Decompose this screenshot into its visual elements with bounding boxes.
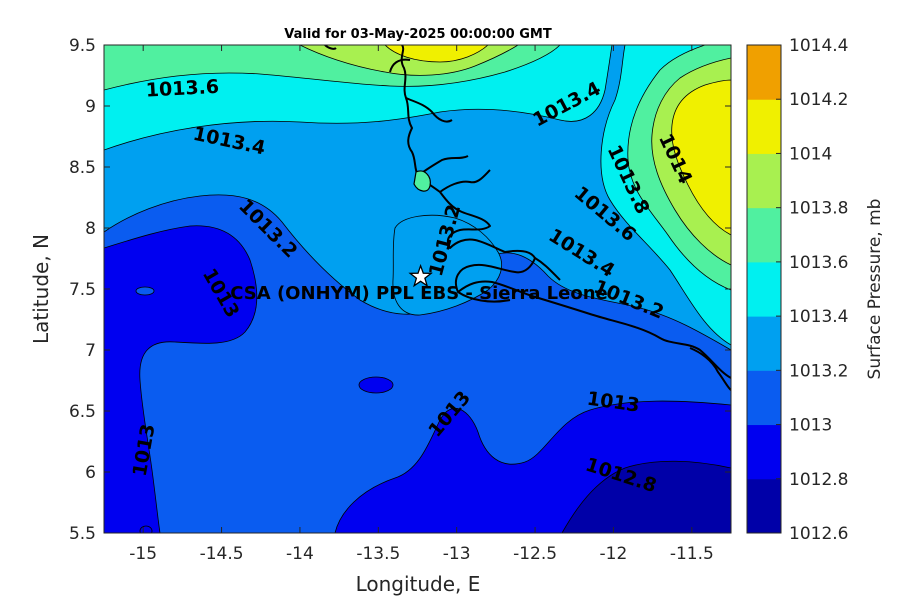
x-tick-label: -11.5 [670,544,714,564]
x-tick-label: -14 [286,544,314,564]
x-axis-title: Longitude, E [356,572,481,596]
colorbar-tick-label: 1013.2 [789,361,848,381]
island-contour [413,170,431,192]
x-tick-label: -15 [129,544,157,564]
closed-contour-center [358,376,394,394]
colorbar-title: Surface Pressure, mb [865,199,885,380]
band-1014-east [671,79,731,236]
y-axis-title: Latitude, N [29,234,53,344]
colorbar-tick-label: 1013.6 [789,253,848,273]
colorbar-tick-label: 1014.2 [789,90,848,110]
colorbar-tick-label: 1013 [789,416,832,436]
colorbar-segment [747,478,781,534]
colorbar-tick-label: 1012.8 [789,470,848,490]
colorbar-segment [747,45,781,100]
y-tick-label: 9 [85,97,96,117]
colorbar-segment [747,153,781,209]
y-tick-label: 9.5 [69,36,96,56]
colorbar-frame [746,44,782,534]
y-axis-ticks: 5.5 6 6.5 7 7.5 8 8.5 9 9.5 [69,36,731,544]
colorbar-tick-label: 1012.6 [789,524,848,544]
band-1012-8 [104,225,258,533]
y-tick-label: 7.5 [69,280,96,300]
plot-title: Valid for 03-May-2025 00:00:00 GMT [284,27,552,42]
colorbar-tick-label: 1013.4 [789,307,848,327]
star-icon [408,263,433,288]
colorbar-segment [747,261,781,317]
colorbar-segment [747,424,781,480]
y-tick-label: 8 [85,219,96,239]
coastline [324,45,731,391]
band-1012-6 [561,460,731,533]
y-tick-label: 5.5 [69,524,96,544]
colorbar-tick-label: 1014 [789,144,832,164]
colorbar-segment [747,99,781,154]
y-tick-label: 8.5 [69,158,96,178]
closed-contour-west [135,286,155,296]
site-marker[interactable] [408,263,433,288]
band-1014-north [384,45,489,63]
y-tick-label: 6 [85,463,96,483]
x-tick-label: -14.5 [200,544,244,564]
x-tick-label: -13 [443,544,471,564]
y-tick-label: 6.5 [69,402,96,422]
colorbar-segment [747,207,781,263]
colorbar-tick-label: 1013.8 [789,199,848,219]
y-tick-label: 7 [85,341,96,361]
colorbar-segment [747,316,781,371]
plot-area: 1013.61013.41013.41013.210131013.2101410… [104,45,731,533]
colorbar-tick-label: 1014.4 [789,36,848,56]
colorbar: 1012.6 1012.8 1013 1013.2 1013.4 1013.6 1013.8… [747,36,848,544]
x-tick-label: -12 [600,544,628,564]
site-label: CSA (ONHYM) PPL EBS - Sierra Leone [230,283,607,304]
x-axis-ticks: -15 -14.5 -14 -13.5 -13 -12.5 -12 -11.5 [129,45,714,564]
contour-label: 1013.6 [145,76,219,102]
closed-contour-south [139,525,153,533]
x-tick-label: -12.5 [513,544,557,564]
x-tick-label: -13.5 [356,544,400,564]
colorbar-segment [747,370,781,426]
